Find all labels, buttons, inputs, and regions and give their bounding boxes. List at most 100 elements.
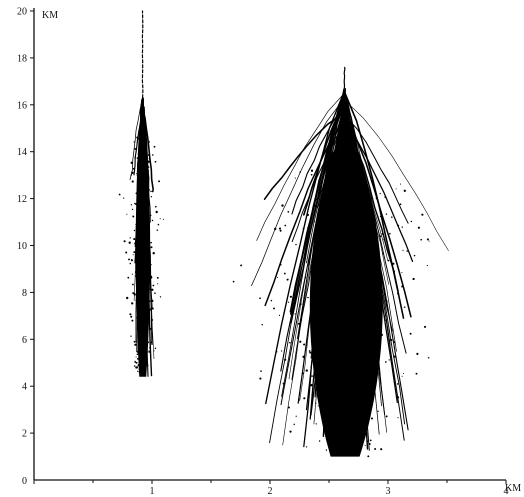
scatter-point bbox=[137, 317, 140, 320]
scatter-point bbox=[334, 202, 335, 204]
scatter-point bbox=[334, 204, 336, 206]
scatter-point bbox=[325, 195, 328, 198]
streamer-trace bbox=[299, 112, 345, 402]
scatter-point bbox=[294, 313, 296, 315]
scatter-point bbox=[427, 356, 430, 359]
scatter-point bbox=[126, 296, 129, 300]
scatter-point bbox=[344, 192, 347, 195]
scatter-point bbox=[379, 215, 382, 218]
scatter-point bbox=[354, 303, 356, 305]
scatter-point bbox=[355, 389, 357, 391]
streamer-trace bbox=[344, 92, 359, 203]
scatter-point bbox=[349, 407, 352, 409]
scatter-point bbox=[384, 196, 387, 199]
scatter-point bbox=[366, 440, 369, 442]
scatter-point bbox=[320, 275, 322, 277]
scatter-point bbox=[149, 271, 151, 274]
scatter-point bbox=[147, 204, 150, 207]
scatter-point bbox=[420, 238, 423, 241]
scatter-point bbox=[147, 307, 149, 309]
streamer-trace bbox=[343, 122, 414, 263]
scatter-point bbox=[131, 171, 134, 174]
scatter-point bbox=[299, 171, 301, 173]
scatter-point bbox=[300, 318, 303, 321]
scatter-point bbox=[150, 318, 154, 322]
scatter-point bbox=[380, 333, 383, 337]
scatter-point bbox=[139, 147, 142, 150]
scatter-point bbox=[352, 222, 354, 225]
scatter-point bbox=[327, 300, 330, 303]
scatter-point bbox=[399, 203, 402, 206]
scatter-point bbox=[400, 183, 402, 185]
scatter-point bbox=[280, 350, 283, 352]
scatter-point bbox=[162, 218, 165, 220]
scatter-point bbox=[136, 274, 138, 276]
scatter-point bbox=[136, 267, 139, 270]
scatter-point bbox=[146, 179, 150, 182]
scatter-point bbox=[135, 366, 139, 369]
scatter-point bbox=[143, 139, 145, 142]
scatter-point bbox=[387, 259, 390, 262]
scatter-point bbox=[151, 219, 154, 222]
streamer-trace bbox=[343, 111, 351, 374]
streamer-trace bbox=[141, 106, 154, 191]
scatter-point bbox=[409, 332, 412, 335]
x-unit-label: KM bbox=[505, 483, 521, 494]
scatter-point bbox=[341, 313, 344, 316]
scatter-point bbox=[396, 396, 400, 399]
scatter-point bbox=[307, 296, 309, 299]
streamer-trace bbox=[343, 117, 409, 431]
scatter-point bbox=[350, 213, 353, 216]
scatter-point bbox=[134, 242, 137, 245]
scatter-point bbox=[369, 439, 372, 442]
vertical-spike bbox=[343, 66, 346, 89]
scatter-point bbox=[133, 229, 136, 232]
scatter-point bbox=[270, 299, 273, 302]
scatter-point bbox=[137, 364, 140, 367]
scatter-point bbox=[421, 213, 424, 216]
scatter-point bbox=[316, 389, 318, 391]
data-layer bbox=[118, 10, 449, 458]
scatter-point bbox=[349, 268, 352, 271]
scatter-point bbox=[136, 370, 139, 372]
scatter-point bbox=[330, 171, 333, 174]
scatter-point bbox=[139, 206, 142, 209]
scatter-point bbox=[141, 222, 144, 224]
scatter-point bbox=[142, 267, 145, 269]
scatter-point bbox=[279, 263, 282, 266]
scatter-point bbox=[259, 297, 261, 300]
scatter-point bbox=[345, 230, 348, 233]
scatter-point bbox=[141, 308, 145, 312]
scatter-point bbox=[359, 344, 362, 347]
scatter-point bbox=[323, 413, 326, 416]
scatter-point bbox=[146, 156, 148, 159]
scatter-point bbox=[331, 453, 333, 456]
scatter-point bbox=[138, 342, 140, 344]
scatter-point bbox=[302, 355, 305, 358]
scatter-point bbox=[155, 210, 158, 214]
scatter-point bbox=[146, 225, 148, 227]
scatter-point bbox=[360, 266, 363, 269]
scatter-point bbox=[325, 187, 328, 190]
scatter-point bbox=[387, 329, 389, 332]
scatter-point bbox=[309, 351, 312, 354]
streamer-trace bbox=[344, 125, 406, 425]
scatter-point bbox=[140, 190, 142, 192]
scatter-point bbox=[403, 372, 405, 375]
scatter-point bbox=[144, 192, 147, 194]
scatter-point bbox=[391, 216, 393, 218]
scatter-point bbox=[142, 163, 145, 166]
scatter-point bbox=[349, 341, 353, 345]
scatter-point bbox=[315, 198, 318, 201]
y-tick-label: 8 bbox=[22, 288, 27, 299]
scatter-point bbox=[393, 355, 396, 358]
scatter-point bbox=[367, 192, 370, 195]
streamer-trace bbox=[291, 124, 346, 243]
scatter-point bbox=[348, 427, 351, 430]
scatter-point bbox=[129, 262, 132, 265]
streamer-trace bbox=[343, 91, 353, 449]
scatter-point bbox=[397, 224, 400, 227]
scatter-point bbox=[293, 423, 295, 426]
scatter-point bbox=[134, 259, 137, 261]
scatter-point bbox=[125, 251, 128, 254]
